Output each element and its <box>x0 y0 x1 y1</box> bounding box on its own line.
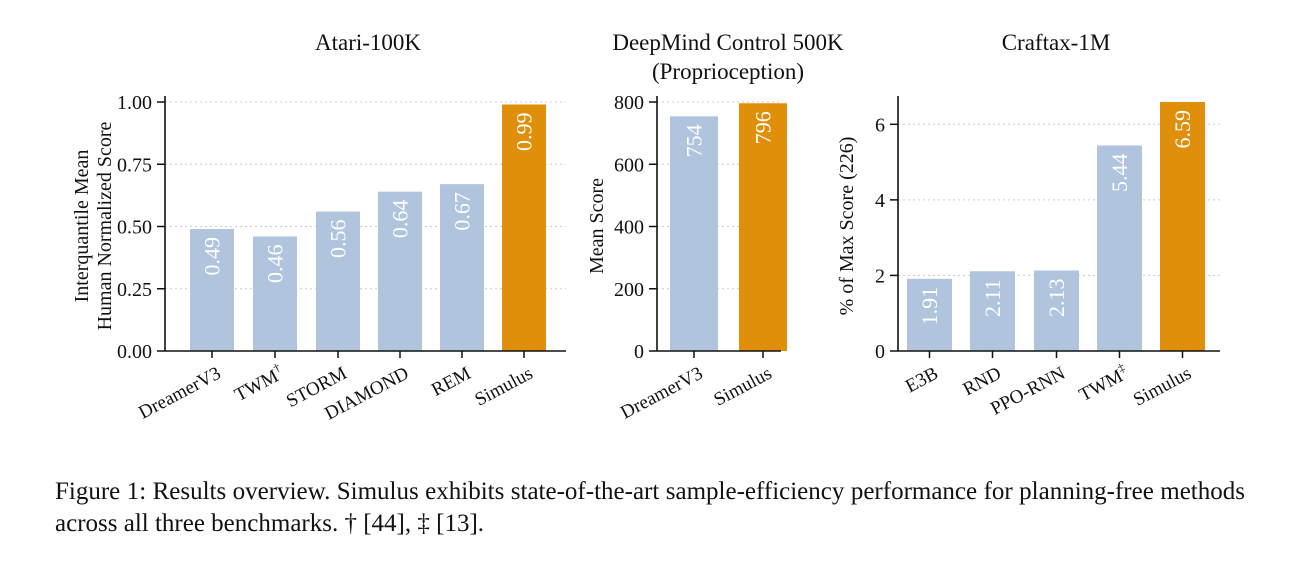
x-tick-label: PPO-RNN <box>987 363 1069 420</box>
bar-ppo-rnn <box>1034 270 1079 351</box>
y-tick-label: 800 <box>614 92 644 114</box>
x-tick-label: TWM† <box>230 360 288 406</box>
bar-value-label: 5.44 <box>1107 153 1132 192</box>
bar-value-label: 754 <box>682 124 707 157</box>
bar-dreamerv3 <box>670 116 718 351</box>
y-axis-label: Human Normalized Score <box>94 121 116 330</box>
chart-title: Craftax-1M <box>1002 30 1111 55</box>
bar-dreamerv3 <box>190 228 234 351</box>
x-tick-label: Simulus <box>1130 363 1195 411</box>
x-tick-label: REM <box>428 363 474 401</box>
bar-value-label: 1.91 <box>917 287 942 326</box>
bar-rnd <box>970 271 1015 351</box>
results-figure: Atari-100K Interquantile Mean Human Normal… <box>71 30 1220 425</box>
x-tick-label: DreamerV3 <box>135 363 224 424</box>
bar-value-label: 0.56 <box>326 220 351 259</box>
bar-twm <box>1097 145 1142 351</box>
figure-caption: Figure 1: Results overview. Simulus exhi… <box>55 478 1245 537</box>
chart-title: (Proprioception) <box>652 59 804 84</box>
y-tick-label: 400 <box>614 217 644 239</box>
bar-value-label: 6.59 <box>1170 110 1195 149</box>
y-tick-label: 0 <box>875 341 885 363</box>
bar-twm <box>253 236 297 351</box>
chart-panel-1: Atari-100K Interquantile Mean Human Normal… <box>71 30 566 425</box>
bar-value-label: 0.64 <box>388 200 413 239</box>
bar-value-label: 2.13 <box>1044 279 1069 318</box>
y-tick-label: 2 <box>875 265 885 287</box>
y-axis-label: Interquantile Mean <box>71 150 93 303</box>
chart-title: DeepMind Control 500K <box>612 30 844 55</box>
bar-value-label: 0.49 <box>200 237 225 275</box>
bar-value-label: 796 <box>751 111 776 144</box>
y-axis-label: Mean Score <box>586 178 608 274</box>
y-tick-label: 0.00 <box>117 341 152 363</box>
bar-simulus <box>739 103 787 352</box>
y-tick-label: 0.75 <box>117 154 152 176</box>
bar-value-label: 0.67 <box>450 192 475 231</box>
x-tick-label: Simulus <box>471 363 536 411</box>
x-tick-label: Simulus <box>710 363 775 411</box>
y-tick-label: 6 <box>875 114 885 136</box>
y-tick-label: 0.50 <box>117 217 152 239</box>
chart-panel-3: Craftax-1M % of Max Score (226) 0 2 4 6 1.91 E3… <box>836 30 1220 420</box>
chart-svg: Atari-100K Interquantile Mean Human Normal… <box>71 30 1220 425</box>
bar-diamond <box>378 191 422 351</box>
bar-simulus <box>502 104 546 352</box>
y-tick-label: 600 <box>614 154 644 176</box>
bar-value-label: 0.46 <box>263 244 288 283</box>
y-tick-label: 1.00 <box>117 92 152 114</box>
bar-simulus <box>1160 102 1205 351</box>
bar-rem <box>440 184 484 351</box>
y-tick-label: 0.25 <box>117 279 152 301</box>
y-tick-label: 0 <box>634 341 644 363</box>
y-tick-label: 200 <box>614 279 644 301</box>
chart-title: Atari-100K <box>315 30 421 55</box>
bar-e3b <box>907 278 952 351</box>
x-tick-label: TWM‡ <box>1074 360 1132 406</box>
bar-value-label: 2.11 <box>980 279 1005 317</box>
bar-value-label: 0.99 <box>512 112 537 150</box>
chart-panel-2: DeepMind Control 500K (Proprioception) Mea… <box>586 30 844 424</box>
y-axis-label: % of Max Score (226) <box>836 137 858 316</box>
x-tick-label: E3B <box>902 363 942 397</box>
bar-storm <box>316 211 360 351</box>
x-tick-label: DreamerV3 <box>617 363 706 424</box>
y-tick-label: 4 <box>875 190 885 212</box>
